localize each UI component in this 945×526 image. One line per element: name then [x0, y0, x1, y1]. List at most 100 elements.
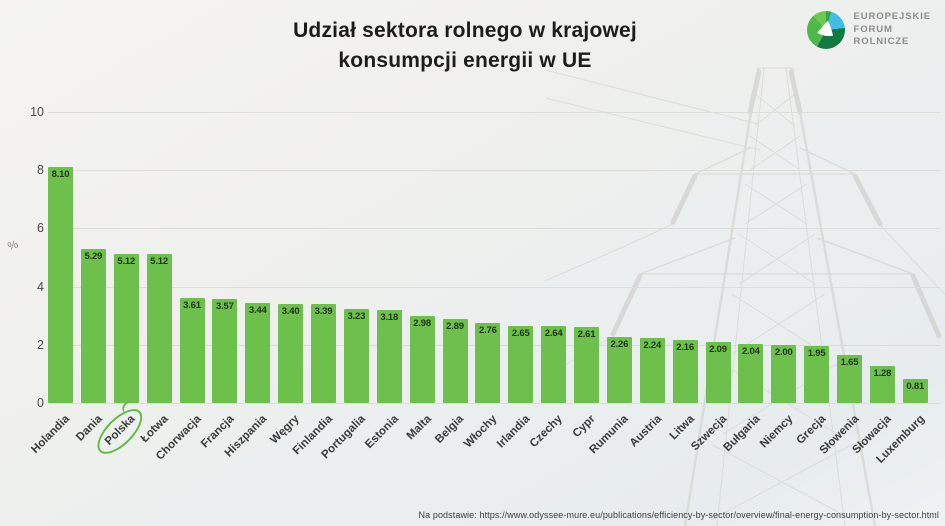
- bar-Łotwa: 5.12: [146, 254, 172, 403]
- bar-cell-Finlandia: 3.39 Finlandia: [291, 112, 336, 457]
- bar-cell-Litwa: 2.16 Litwa: [667, 112, 698, 442]
- bar-value-label: 2.00: [774, 346, 793, 358]
- bar-Estonia: 3.18: [376, 310, 402, 403]
- x-axis-label-Malta: Malta: [404, 413, 434, 443]
- y-axis-ticks: 0 2 4 6 8 10: [0, 105, 44, 410]
- bar-cell-Holandia: 8.10 Holandia: [29, 112, 73, 456]
- bar-cell-Słowenia: 1.65 Słowenia: [817, 112, 862, 457]
- bar-Węgry: 3.40: [278, 304, 304, 403]
- bar-Malta: 2.98: [409, 316, 435, 403]
- bar-cell-Rumunia: 2.26 Rumunia: [588, 112, 632, 456]
- bar-Bułgaria: 2.04: [738, 343, 764, 403]
- page-title-line2: konsumpcji energii w UE: [338, 49, 592, 72]
- bar-value-label: 5.12: [150, 256, 168, 268]
- bar-value-label: 3.18: [380, 312, 399, 324]
- x-axis-label-Austria: Austria: [627, 413, 664, 450]
- x-axis-label-Czechy: Czechy: [528, 413, 566, 450]
- bar-value-label: 1.95: [807, 348, 826, 360]
- bar-Niemcy: 2.00: [771, 344, 797, 403]
- x-axis-label-Irlandia: Irlandia: [494, 413, 533, 451]
- bar-value-label: 1.65: [840, 357, 859, 368]
- bar-cell-Hiszpania: 3.44 Hiszpania: [223, 112, 271, 459]
- bar-value-label: 2.76: [479, 324, 497, 336]
- page-title: Udział sektora rolnego w krajowej konsum…: [0, 16, 930, 76]
- bar-value-label: 3.44: [248, 304, 267, 316]
- bar-cell-Irlandia: 2.65 Irlandia: [495, 112, 534, 450]
- x-axis-label-Litwa: Litwa: [667, 413, 697, 443]
- bar-Polska: 5.12: [113, 254, 139, 403]
- bar-Holandia: 8.10: [48, 167, 73, 403]
- bar-cell-Polska: 5.12 Polska: [90, 112, 150, 462]
- y-tick-label-6: 6: [37, 221, 44, 236]
- bar-value-label: 2.65: [511, 327, 530, 339]
- x-axis-label-Estonia: Estonia: [362, 413, 401, 451]
- bar-value-label: 1.28: [873, 367, 892, 379]
- bar-Chorwacja: 3.61: [179, 297, 205, 403]
- bar-cell-Bułgaria: 2.04 Bułgaria: [721, 112, 764, 454]
- y-tick-label-4: 4: [37, 279, 44, 294]
- bar-cell-Belgia: 2.89 Belgia: [434, 112, 468, 446]
- bar-value-label: 2.26: [610, 339, 629, 351]
- bar-Dania: 5.29: [80, 249, 106, 403]
- bar-chart: 8.10 Holandia 5.29 Dania 5.12 Polska 5.12 Łotwa…: [29, 112, 928, 466]
- bar-value-label: 2.98: [413, 318, 431, 330]
- bar-value-label: 2.24: [643, 339, 662, 351]
- bar-value-label: 3.57: [216, 301, 234, 313]
- bar-Słowenia: 1.65: [837, 355, 862, 403]
- bar-value-label: 3.61: [183, 299, 201, 311]
- bar-cell-Czechy: 2.64 Czechy: [528, 112, 567, 450]
- bar-value-label: 2.16: [676, 342, 694, 354]
- bar-Finlandia: 3.39: [311, 304, 336, 403]
- logo-text-line3: ROLNICZE: [853, 36, 910, 48]
- bar-cell-Grecja: 1.95 Grecja: [794, 112, 830, 447]
- organization-logo: EUROPEJSKIE FORUM ROLNICZE: [806, 11, 931, 49]
- bar-Rumunia: 2.26: [606, 337, 632, 403]
- page-title-line1: Udział sektora rolnego w krajowej: [293, 19, 637, 42]
- bar-value-label: 5.12: [117, 256, 136, 268]
- bar-cell-Łotwa: 5.12 Łotwa: [139, 112, 172, 445]
- bar-cell-Cypr: 2.61 Cypr: [571, 112, 599, 440]
- bar-cell-Estonia: 3.18 Estonia: [363, 112, 402, 451]
- x-axis-label-Holandia: Holandia: [29, 413, 72, 456]
- bar-Luxemburg: 0.81: [902, 379, 928, 403]
- bar-Litwa: 2.16: [672, 340, 698, 403]
- bar-value-label: 2.64: [544, 328, 563, 340]
- bar-Szwecja: 2.09: [705, 342, 731, 403]
- bar-cell-Dania: 5.29 Dania: [74, 112, 106, 444]
- bar-Czechy: 2.64: [541, 326, 567, 403]
- bar-value-label: 3.39: [314, 306, 333, 318]
- gridline-8: [48, 170, 940, 172]
- source-citation: Na podstawie: https://www.odyssee-mure.e…: [418, 510, 939, 520]
- bar-cell-Włochy: 2.76 Włochy: [462, 112, 501, 450]
- bar-cell-Portugalia: 3.23 Portugalia: [320, 112, 369, 461]
- bar-value-label: 2.09: [709, 344, 727, 356]
- bar-cell-Niemcy: 2.00 Niemcy: [758, 112, 797, 450]
- bar-cell-Węgry: 3.40 Węgry: [269, 112, 304, 446]
- bar-Włochy: 2.76: [475, 322, 501, 403]
- bar-Austria: 2.24: [639, 337, 665, 403]
- bar-cell-Chorwacja: 3.61 Chorwacja: [154, 112, 205, 463]
- bar-value-label: 3.23: [347, 311, 366, 323]
- bar-Francja: 3.57: [212, 299, 238, 403]
- y-tick-label-8: 8: [37, 163, 44, 178]
- logo-text: EUROPEJSKIE FORUM ROLNICZE: [854, 11, 931, 48]
- bar-value-label: 8.10: [51, 169, 70, 181]
- gridline-6: [48, 228, 940, 230]
- bar-Cypr: 2.61: [574, 327, 599, 403]
- bar-cell-Malta: 2.98 Malta: [404, 112, 435, 442]
- bar-Portugalia: 3.23: [343, 309, 369, 403]
- y-tick-label-2: 2: [37, 337, 44, 352]
- bar-Irlandia: 2.65: [508, 325, 534, 403]
- bar-cell-Francja: 3.57 Francja: [199, 112, 238, 450]
- x-axis-label-Polska: Polska: [90, 401, 150, 462]
- bar-value-label: 2.89: [446, 320, 464, 332]
- y-tick-label-0: 0: [37, 396, 44, 410]
- logo-pinwheel-icon: [806, 11, 845, 49]
- bar-cell-Austria: 2.24 Austria: [627, 112, 665, 450]
- bar-value-label: 5.29: [84, 251, 103, 263]
- x-axis-label-Cypr: Cypr: [570, 413, 598, 441]
- highlight-circle-polska: [90, 401, 150, 462]
- bar-cell-Szwecja: 2.09 Szwecja: [689, 112, 731, 453]
- bar-value-label: 0.81: [906, 381, 925, 393]
